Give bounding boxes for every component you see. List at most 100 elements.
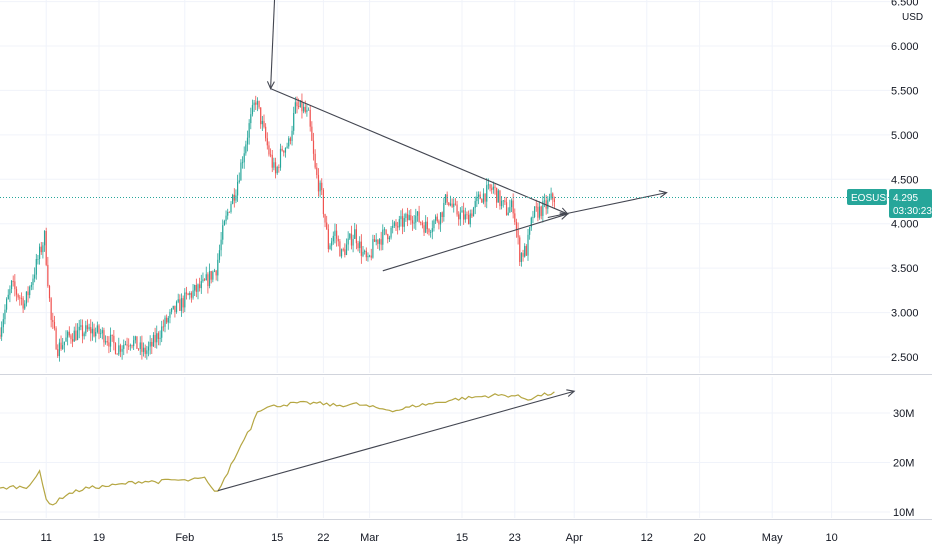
- candle-body: [507, 212, 509, 216]
- candle-body: [534, 206, 536, 218]
- candle-body: [281, 148, 283, 151]
- candle-body: [103, 330, 105, 343]
- time-tick-label: 11: [40, 532, 51, 544]
- price-trendline-arrowhead: [266, 81, 275, 90]
- candle-body: [453, 203, 455, 207]
- candle-body: [388, 237, 390, 240]
- candle-body: [494, 186, 496, 188]
- candle-body: [253, 102, 255, 106]
- candle-body: [40, 246, 42, 253]
- time-tick-label: 20: [693, 532, 705, 544]
- candle-body: [169, 311, 171, 318]
- candle-body: [164, 317, 166, 327]
- candle-body: [435, 216, 437, 221]
- candle-body: [459, 212, 461, 220]
- volume-tick-label: 20M: [893, 458, 914, 470]
- candle-body: [138, 348, 140, 350]
- candle-body: [448, 202, 450, 206]
- candle-body: [100, 333, 102, 335]
- candle-body: [456, 204, 458, 215]
- candle-body: [42, 245, 44, 253]
- candle-body: [65, 337, 67, 342]
- candle-body: [52, 319, 54, 322]
- candle-body: [30, 284, 32, 287]
- candle-body: [266, 138, 268, 146]
- candle-body: [15, 289, 18, 295]
- candle-body: [195, 284, 197, 292]
- candle-body: [514, 213, 516, 223]
- candle-body: [113, 335, 115, 344]
- candle-body: [504, 200, 506, 203]
- candle-body: [261, 120, 263, 125]
- candle-body: [332, 235, 334, 242]
- candle-body: [55, 328, 57, 350]
- candle-body: [553, 199, 555, 203]
- candle-body: [243, 153, 245, 163]
- candle-body: [251, 105, 254, 115]
- candle-body: [289, 138, 291, 141]
- candle-body: [367, 255, 369, 258]
- time-axis: 11 19 Feb 15 22 Mar 15 23 Apr 12 20 May 10: [40, 532, 837, 544]
- symbol-label: EOSUSD: [851, 193, 893, 204]
- currency-label: USD: [902, 12, 923, 23]
- candle-body: [471, 213, 473, 217]
- candle-body: [192, 290, 194, 298]
- candle-body: [466, 214, 468, 216]
- candle-body: [301, 100, 303, 112]
- candle-body: [451, 203, 453, 207]
- candle-body: [403, 218, 405, 227]
- candle-body: [413, 222, 415, 224]
- candle-body: [449, 203, 452, 206]
- volume-pane: [0, 377, 890, 518]
- candle-body: [136, 336, 138, 349]
- candle-body: [321, 182, 323, 191]
- candle-body: [80, 325, 82, 327]
- candle-body: [83, 333, 85, 337]
- price-tick-label: 2.500: [891, 352, 919, 364]
- candle-body: [314, 153, 316, 168]
- candle-body: [128, 345, 130, 347]
- candle-body: [273, 162, 275, 168]
- candle-body: [86, 325, 89, 330]
- candle-body: [464, 214, 466, 220]
- candle-body: [347, 238, 349, 245]
- candle-body: [114, 343, 117, 354]
- candle-body: [360, 241, 362, 256]
- price-trendline: [270, 88, 568, 215]
- candle-body: [35, 259, 37, 275]
- candle-body: [109, 334, 112, 347]
- candle-body: [319, 182, 321, 192]
- volume-trendline-line: [217, 390, 575, 492]
- candle-body: [468, 214, 470, 225]
- time-tick-label: 15: [456, 532, 468, 544]
- symbol-badge: [847, 189, 887, 205]
- candle-body: [428, 229, 430, 233]
- candle-body: [70, 335, 72, 340]
- candle-body: [88, 327, 90, 330]
- time-tick-label: 23: [509, 532, 521, 544]
- price-tick-label: 3.000: [891, 308, 919, 320]
- candle-body: [482, 193, 485, 203]
- candle-body: [324, 214, 326, 223]
- candle-body: [395, 222, 397, 227]
- price-grid: [0, 0, 890, 373]
- price-tick-label: 5.500: [891, 85, 919, 97]
- candle-body: [279, 148, 282, 168]
- candle-body: [177, 299, 179, 302]
- candle-body: [118, 345, 120, 355]
- candle-body: [520, 253, 522, 262]
- candle-body: [474, 201, 476, 208]
- price-trendline: [547, 192, 667, 219]
- candle-body: [34, 274, 36, 279]
- time-tick-label: 15: [271, 532, 283, 544]
- candle-body: [111, 334, 113, 336]
- candle-body: [156, 333, 158, 343]
- candle-body: [303, 106, 305, 112]
- candle-body: [63, 341, 65, 346]
- candle-body: [4, 309, 6, 320]
- candle-body: [362, 251, 364, 256]
- candle-body: [355, 229, 357, 244]
- candle-body: [430, 232, 432, 233]
- candle-body: [375, 239, 377, 242]
- candle-body: [39, 246, 41, 259]
